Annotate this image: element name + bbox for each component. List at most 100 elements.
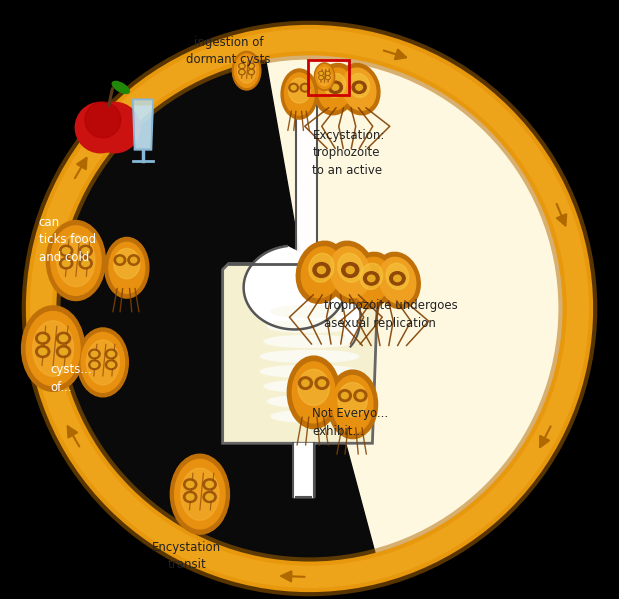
Ellipse shape <box>186 494 194 500</box>
Circle shape <box>90 102 140 153</box>
Ellipse shape <box>82 260 89 267</box>
Ellipse shape <box>89 349 100 359</box>
Ellipse shape <box>363 272 379 285</box>
Ellipse shape <box>339 390 352 401</box>
Polygon shape <box>223 264 378 443</box>
Ellipse shape <box>315 377 329 389</box>
Ellipse shape <box>342 68 376 110</box>
Ellipse shape <box>353 258 390 304</box>
Ellipse shape <box>338 63 380 115</box>
Ellipse shape <box>281 69 318 119</box>
Ellipse shape <box>81 332 124 392</box>
Ellipse shape <box>352 81 366 93</box>
Ellipse shape <box>87 340 119 385</box>
Ellipse shape <box>117 258 123 263</box>
Ellipse shape <box>206 482 214 488</box>
Polygon shape <box>244 246 345 329</box>
Ellipse shape <box>261 350 358 362</box>
Ellipse shape <box>33 321 74 377</box>
Ellipse shape <box>326 75 330 80</box>
Ellipse shape <box>348 252 394 308</box>
Ellipse shape <box>56 346 71 358</box>
Ellipse shape <box>59 245 73 256</box>
Ellipse shape <box>203 479 216 490</box>
Ellipse shape <box>38 335 47 341</box>
Ellipse shape <box>237 58 256 83</box>
Ellipse shape <box>297 241 347 303</box>
Ellipse shape <box>327 370 378 438</box>
Text: cysts...
of...: cysts... of... <box>51 364 92 394</box>
Ellipse shape <box>240 71 244 74</box>
Ellipse shape <box>105 237 149 298</box>
Ellipse shape <box>59 348 67 355</box>
Ellipse shape <box>332 376 373 433</box>
Ellipse shape <box>319 75 323 80</box>
Ellipse shape <box>313 262 330 277</box>
Ellipse shape <box>374 252 420 308</box>
Ellipse shape <box>184 491 197 503</box>
Ellipse shape <box>318 380 326 386</box>
Bar <box>308 60 349 95</box>
Ellipse shape <box>89 360 100 370</box>
Ellipse shape <box>56 332 71 344</box>
Circle shape <box>85 102 121 138</box>
Ellipse shape <box>298 369 329 406</box>
Ellipse shape <box>79 258 92 269</box>
Ellipse shape <box>288 78 310 103</box>
Ellipse shape <box>108 351 115 356</box>
Ellipse shape <box>22 306 85 391</box>
Ellipse shape <box>248 69 254 75</box>
Ellipse shape <box>356 84 363 90</box>
Text: ingestion of
dormant cysts: ingestion of dormant cysts <box>186 36 271 66</box>
Ellipse shape <box>63 260 70 267</box>
Ellipse shape <box>328 81 342 93</box>
Ellipse shape <box>302 380 309 386</box>
Text: Excystation:
trophozoite
to an active: Excystation: trophozoite to an active <box>313 129 385 177</box>
Ellipse shape <box>240 65 244 68</box>
Ellipse shape <box>326 72 329 74</box>
Ellipse shape <box>186 482 194 488</box>
Ellipse shape <box>63 248 70 254</box>
Ellipse shape <box>264 380 355 392</box>
Ellipse shape <box>271 305 348 317</box>
Ellipse shape <box>338 253 363 282</box>
Ellipse shape <box>175 459 225 529</box>
Text: trophozoite undergoes
asexual replication: trophozoite undergoes asexual replicatio… <box>324 300 458 329</box>
Ellipse shape <box>114 255 126 265</box>
Ellipse shape <box>267 320 352 332</box>
Ellipse shape <box>82 248 89 254</box>
Ellipse shape <box>309 253 334 282</box>
Polygon shape <box>322 282 360 347</box>
Ellipse shape <box>36 346 50 358</box>
Ellipse shape <box>320 72 322 74</box>
Ellipse shape <box>59 335 67 341</box>
Circle shape <box>76 102 126 153</box>
Text: can
ticks food
and cold: can ticks food and cold <box>39 216 96 264</box>
Ellipse shape <box>36 332 50 344</box>
Ellipse shape <box>106 349 117 359</box>
Ellipse shape <box>249 65 253 68</box>
Ellipse shape <box>271 410 348 422</box>
Ellipse shape <box>298 377 313 389</box>
Ellipse shape <box>301 247 342 298</box>
Ellipse shape <box>264 335 355 347</box>
Ellipse shape <box>114 249 140 279</box>
Ellipse shape <box>203 491 216 503</box>
Ellipse shape <box>346 267 354 274</box>
Ellipse shape <box>38 348 47 355</box>
Ellipse shape <box>325 241 376 303</box>
Wedge shape <box>264 44 574 564</box>
Ellipse shape <box>332 84 339 90</box>
Ellipse shape <box>291 86 296 90</box>
Ellipse shape <box>59 258 73 269</box>
Ellipse shape <box>112 81 129 93</box>
Ellipse shape <box>357 392 364 399</box>
Ellipse shape <box>184 479 197 490</box>
Ellipse shape <box>390 272 405 285</box>
Ellipse shape <box>368 275 375 282</box>
Ellipse shape <box>318 267 326 274</box>
Ellipse shape <box>338 383 368 417</box>
Ellipse shape <box>170 454 230 534</box>
Wedge shape <box>45 48 378 573</box>
Ellipse shape <box>248 63 254 69</box>
